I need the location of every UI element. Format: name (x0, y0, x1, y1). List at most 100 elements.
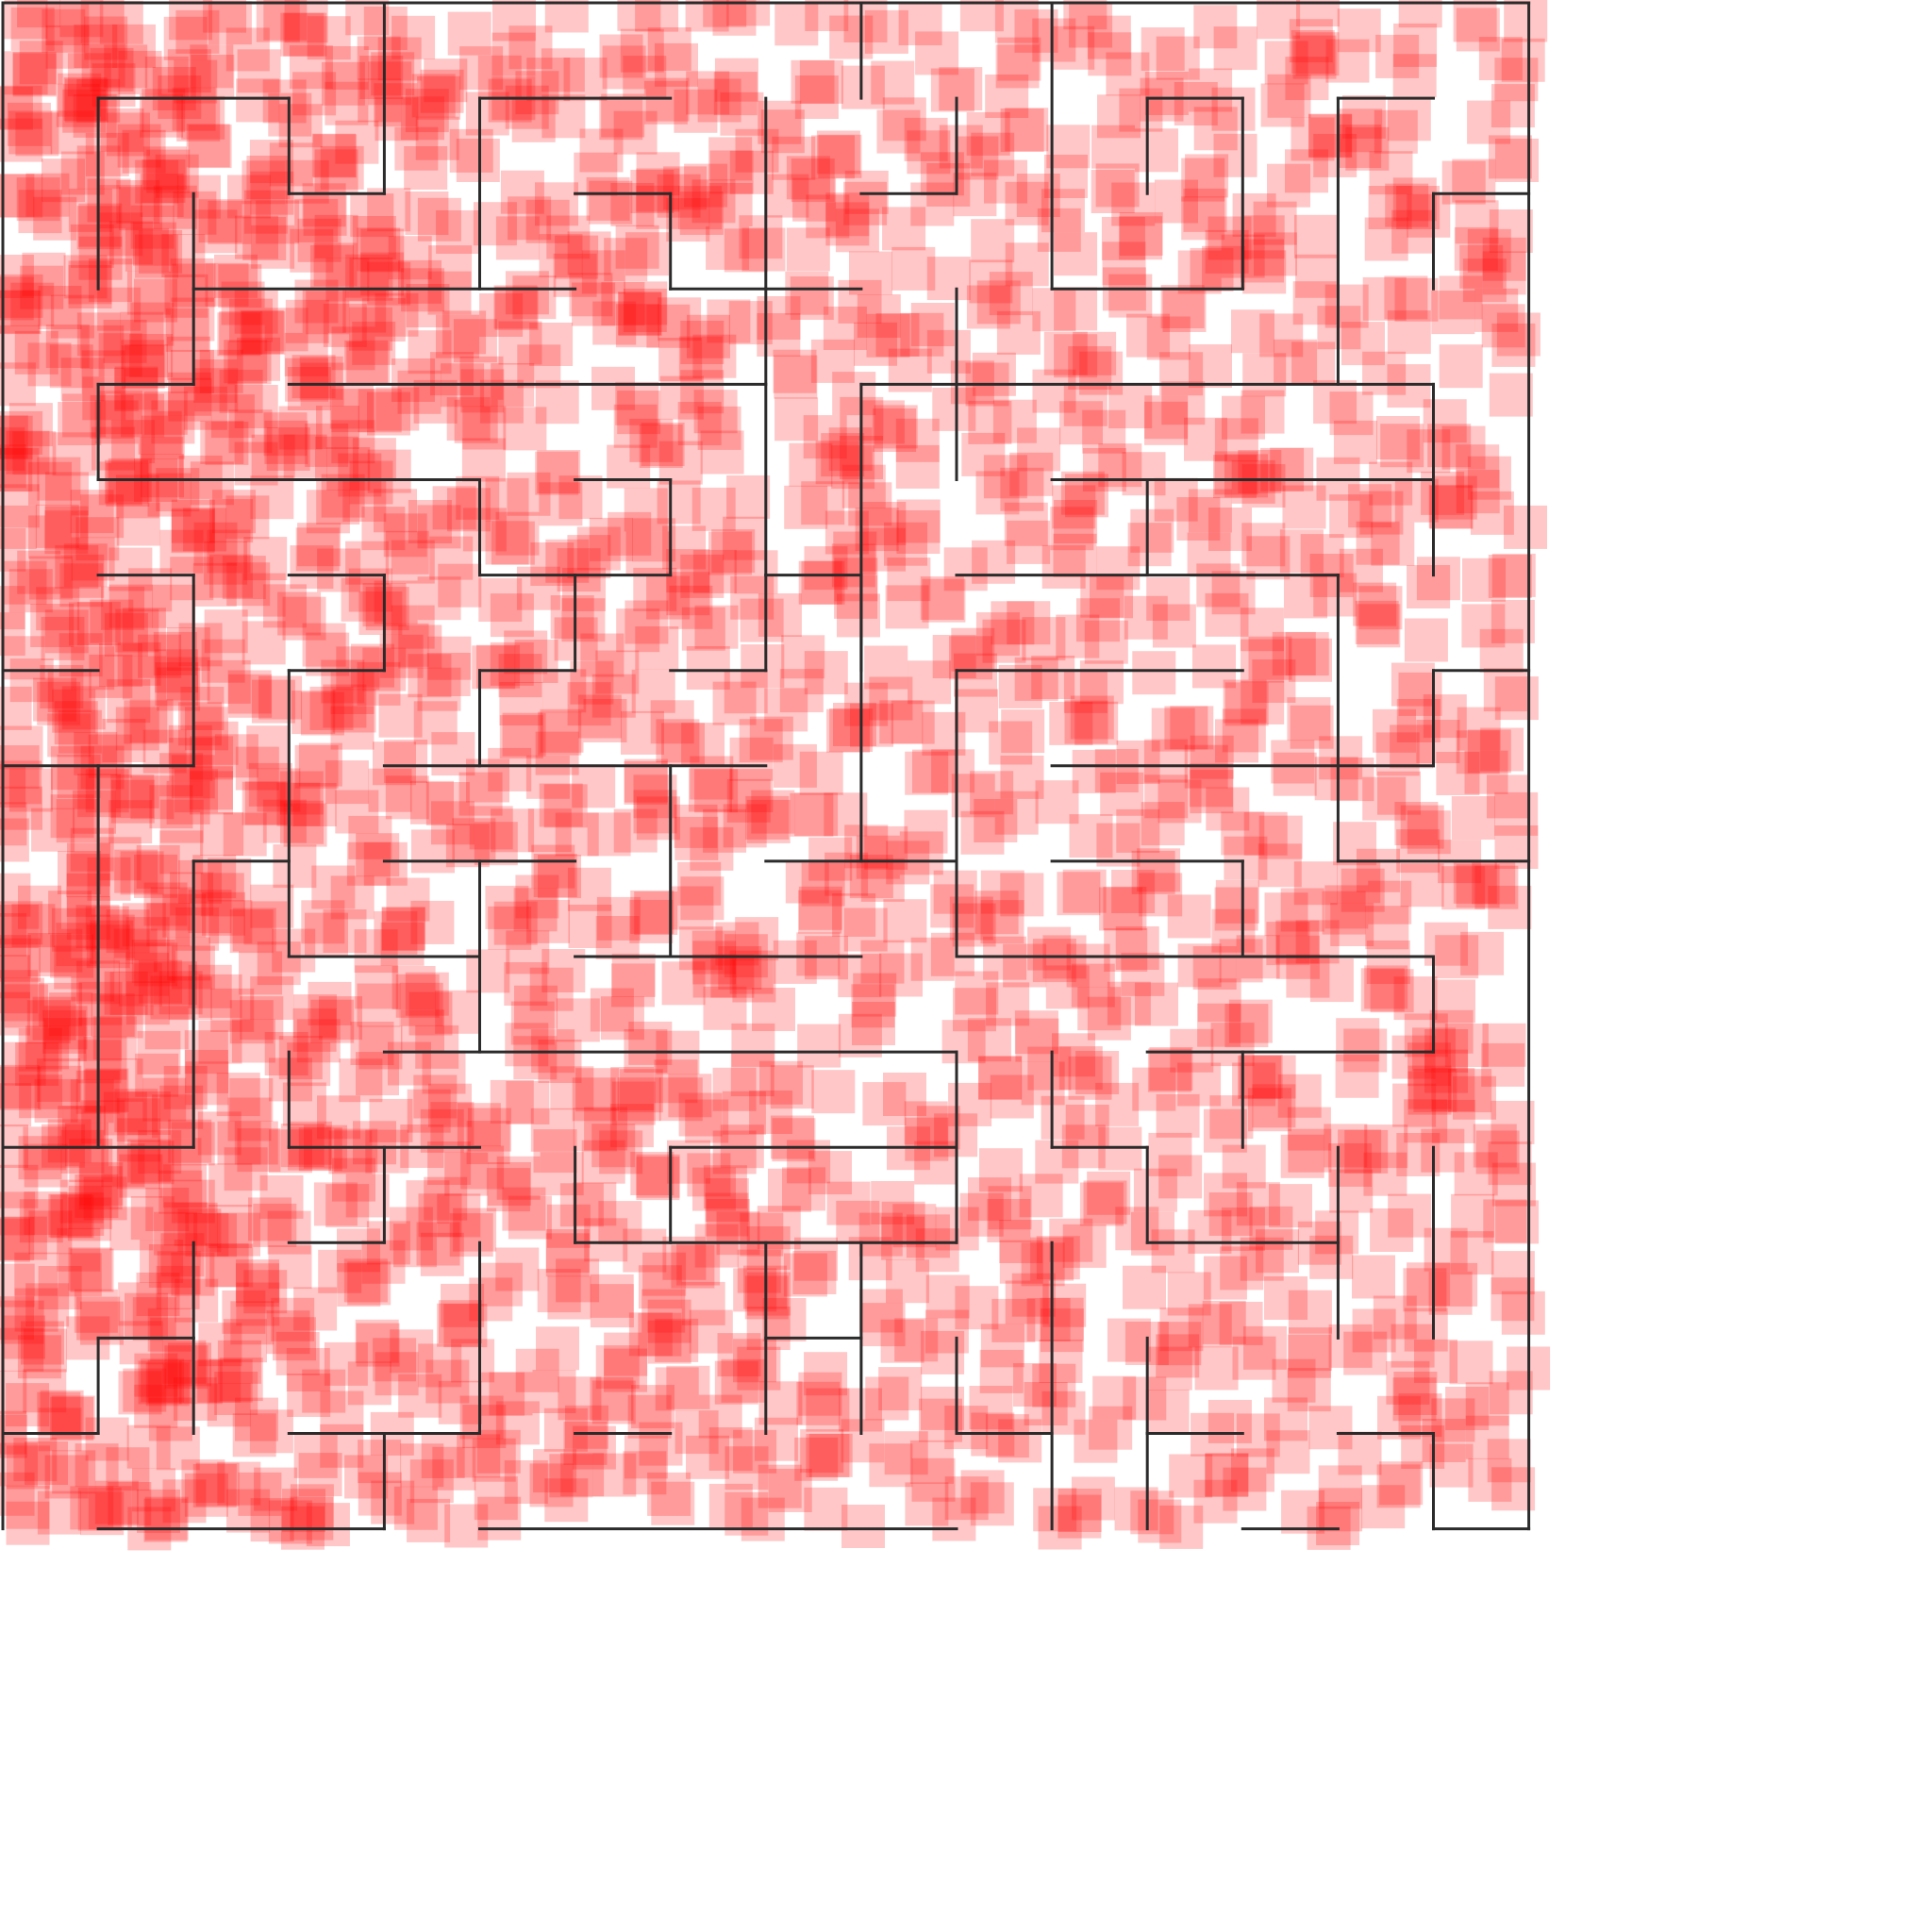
visit-marker (515, 874, 559, 919)
visit-marker (615, 381, 659, 425)
visit-marker (617, 0, 661, 31)
visit-marker (1358, 586, 1403, 630)
visit-marker (570, 660, 614, 705)
visit-marker (1143, 739, 1188, 783)
visit-marker (1126, 313, 1170, 358)
visit-marker (838, 1013, 882, 1058)
visit-marker (1151, 1229, 1195, 1274)
visit-marker (971, 132, 1015, 176)
visit-marker (1072, 749, 1116, 793)
visit-marker (0, 955, 30, 999)
visit-marker (864, 9, 908, 54)
visit-marker (166, 657, 210, 701)
visit-marker (998, 1419, 1042, 1463)
visit-marker (104, 612, 148, 657)
visit-marker (54, 701, 98, 745)
visit-marker (1295, 254, 1340, 298)
visit-marker (1221, 811, 1265, 856)
visit-marker (282, 596, 326, 641)
visit-marker (703, 986, 747, 1030)
visit-marker (404, 146, 448, 190)
visit-marker (1300, 534, 1344, 578)
visit-marker (118, 962, 162, 1007)
visit-marker (790, 792, 834, 837)
visit-marker (1181, 158, 1225, 202)
visit-marker (375, 387, 420, 431)
visit-marker (1241, 639, 1285, 683)
visit-marker (401, 96, 444, 141)
visit-marker (49, 344, 93, 389)
visit-marker (430, 352, 474, 396)
visit-marker (301, 900, 345, 944)
visit-marker (218, 264, 262, 308)
visit-marker (198, 974, 242, 1018)
visit-marker (1246, 536, 1291, 580)
visit-marker (130, 302, 175, 346)
visit-marker (52, 432, 96, 476)
visit-marker (415, 116, 459, 160)
visit-marker (498, 321, 542, 365)
visit-marker (424, 58, 468, 103)
visit-marker (1488, 885, 1532, 929)
visit-marker (624, 281, 668, 325)
visit-marker (143, 391, 188, 435)
visit-marker (323, 303, 367, 347)
visit-marker (229, 1078, 274, 1122)
visit-marker (1, 636, 45, 680)
visit-marker (1232, 193, 1276, 237)
visit-marker (823, 307, 867, 350)
visit-marker (94, 400, 139, 444)
visit-marker (244, 781, 289, 825)
visit-marker (68, 260, 112, 305)
visit-marker (828, 427, 873, 472)
visit-marker (381, 907, 425, 951)
visit-marker (884, 522, 927, 566)
visit-marker (1456, 470, 1500, 514)
visit-marker (869, 1443, 913, 1488)
visit-marker (563, 58, 608, 101)
visit-marker (1270, 447, 1314, 491)
visit-marker (293, 994, 337, 1039)
visit-marker (226, 562, 271, 607)
visit-marker (1041, 544, 1086, 589)
visit-marker (1082, 409, 1126, 454)
visit-marker (590, 1284, 634, 1328)
visit-marker (178, 455, 223, 499)
visit-marker (54, 945, 98, 990)
visit-marker (848, 482, 892, 526)
visit-marker (4, 984, 48, 1028)
visit-marker (544, 0, 589, 33)
visit-marker (224, 1319, 267, 1363)
visit-marker (112, 24, 156, 68)
visit-marker (8, 110, 53, 155)
visit-marker (167, 336, 210, 380)
visit-marker (491, 32, 536, 76)
visit-marker (125, 952, 170, 996)
visit-marker (108, 547, 153, 591)
visit-marker (135, 159, 179, 204)
visit-marker (1455, 200, 1499, 244)
visit-marker (302, 183, 346, 227)
visit-marker (985, 75, 1029, 118)
visit-marker (289, 45, 333, 90)
visit-marker (219, 310, 263, 355)
visit-marker (1177, 1062, 1222, 1107)
visit-marker (161, 234, 206, 277)
visit-marker (611, 953, 656, 997)
visit-marker (1456, 864, 1500, 908)
visit-marker (0, 786, 42, 830)
visit-marker (124, 700, 168, 744)
visit-marker (142, 1077, 187, 1122)
visit-marker (628, 1021, 673, 1065)
visit-marker (294, 744, 339, 789)
visit-marker (1116, 808, 1160, 853)
visit-marker (236, 78, 280, 123)
visit-marker (116, 180, 160, 224)
visit-marker (1394, 277, 1439, 322)
visit-marker (966, 285, 1010, 329)
visit-marker (1181, 196, 1225, 241)
visit-marker (168, 372, 211, 416)
visit-marker (405, 972, 449, 1016)
visit-marker (692, 941, 737, 985)
visit-marker (188, 125, 232, 169)
